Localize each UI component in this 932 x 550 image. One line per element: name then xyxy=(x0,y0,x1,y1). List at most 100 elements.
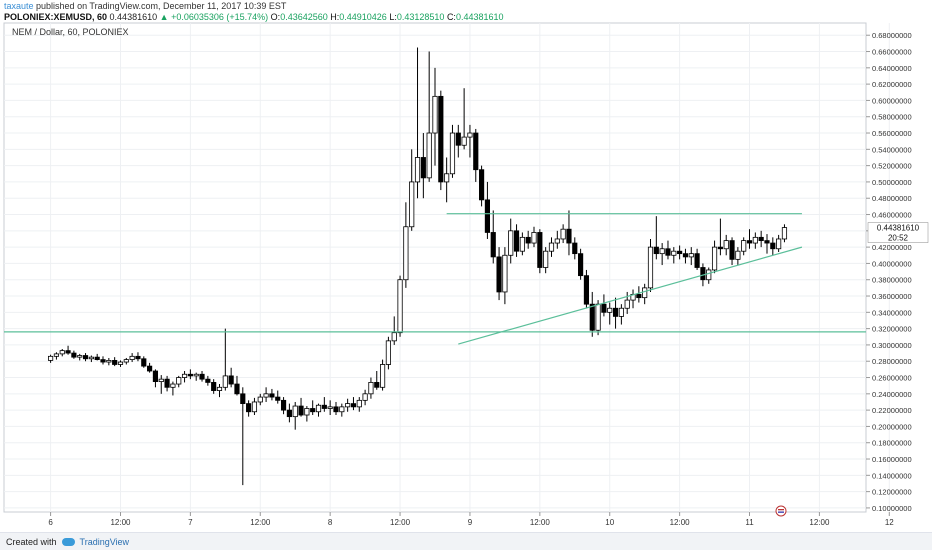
candle xyxy=(88,355,94,363)
candle-body xyxy=(112,360,118,365)
candle-body xyxy=(432,95,438,134)
candle-body xyxy=(694,253,700,268)
candle xyxy=(490,210,496,264)
candle-body xyxy=(601,303,607,313)
y-tick-label: 0.40000000 xyxy=(872,259,912,268)
tradingview-brand-link[interactable]: TradingView xyxy=(79,536,130,547)
y-tick-label: 0.62000000 xyxy=(872,80,912,89)
open-value: 0.43642560 xyxy=(280,12,328,22)
candle-body xyxy=(345,403,351,408)
change-value: +0.06035306 (+15.74%) xyxy=(171,12,269,22)
candle-body xyxy=(356,399,362,408)
author-link[interactable]: taxaute xyxy=(4,1,34,11)
candle-body xyxy=(286,409,292,418)
candle xyxy=(467,124,473,158)
candle xyxy=(496,247,502,301)
candle xyxy=(339,403,345,417)
candle xyxy=(65,345,71,355)
candle-body xyxy=(141,358,147,367)
candle xyxy=(240,387,246,486)
candle xyxy=(624,291,630,314)
candle-body xyxy=(519,236,525,252)
candle xyxy=(251,397,258,416)
candle xyxy=(280,397,287,415)
candle xyxy=(525,230,531,249)
candle-body xyxy=(211,382,217,391)
candle-body xyxy=(770,242,776,250)
flag-icon[interactable] xyxy=(775,505,787,517)
candle xyxy=(205,375,211,386)
y-tick-label: 0.52000000 xyxy=(872,162,912,171)
footer-bar: Created with TradingView xyxy=(0,532,932,550)
candle xyxy=(653,216,659,260)
last-price: 0.44381610 xyxy=(109,12,158,22)
candle-body xyxy=(123,359,129,363)
candle xyxy=(461,88,467,150)
candle xyxy=(327,400,333,416)
candle-body xyxy=(333,406,339,413)
candle-body xyxy=(711,246,718,271)
candle xyxy=(729,237,735,266)
candle-body xyxy=(554,238,560,244)
candle xyxy=(310,400,316,416)
candle-body xyxy=(193,373,199,377)
candle-body xyxy=(583,275,590,305)
candle-body xyxy=(385,340,391,365)
candle xyxy=(432,67,438,166)
y-tick-label: 0.42000000 xyxy=(872,243,912,252)
candle xyxy=(607,302,613,325)
candle-body xyxy=(578,253,584,277)
x-tick-label: 12:00 xyxy=(390,518,411,527)
candle-body xyxy=(77,355,83,358)
candle-body xyxy=(350,403,357,408)
candle-body xyxy=(677,250,683,255)
y-tick-label: 0.38000000 xyxy=(872,276,912,285)
candle xyxy=(333,401,339,416)
candle xyxy=(176,375,182,388)
candle xyxy=(746,229,753,249)
candle xyxy=(741,237,747,256)
candle xyxy=(48,354,54,363)
candle xyxy=(269,388,275,401)
candle xyxy=(583,269,590,309)
y-tick-label: 0.26000000 xyxy=(872,374,912,383)
candle-body xyxy=(706,269,712,281)
candle xyxy=(100,356,106,365)
y-axis: 0.68000000 0.66000000 0.64000000 0.62000000… xyxy=(866,31,912,513)
candle xyxy=(688,247,694,266)
candle-body xyxy=(444,173,450,183)
candle xyxy=(601,294,607,317)
y-tick-label: 0.66000000 xyxy=(872,48,912,57)
candle-body xyxy=(595,303,601,331)
candle-body xyxy=(275,396,281,401)
x-tick-label: 12:00 xyxy=(809,518,830,527)
candle-body xyxy=(758,236,764,242)
x-tick-label: 7 xyxy=(188,518,193,527)
candle-body xyxy=(135,355,141,360)
candle xyxy=(94,353,100,361)
y-tick-label: 0.48000000 xyxy=(872,194,912,203)
trend-lines[interactable] xyxy=(4,213,866,345)
candle xyxy=(234,375,240,396)
candle xyxy=(181,371,188,383)
candle xyxy=(694,248,700,270)
x-tick-label: 12:00 xyxy=(670,518,691,527)
candle xyxy=(106,357,112,366)
candle-body xyxy=(362,393,368,401)
candle-body xyxy=(228,375,234,385)
candle xyxy=(647,238,654,292)
candle xyxy=(275,390,281,404)
price-chart[interactable]: 0.68000000 0.66000000 0.64000000 0.62000000… xyxy=(0,22,932,532)
candle xyxy=(199,371,205,382)
candle-body xyxy=(729,240,735,260)
candle-body xyxy=(170,383,176,388)
candle xyxy=(764,234,770,254)
candle xyxy=(752,232,758,249)
candle-body xyxy=(449,132,456,175)
candle-body xyxy=(205,378,211,383)
x-tick-label: 12:00 xyxy=(530,518,551,527)
candle-body xyxy=(700,267,706,281)
open-label: O: xyxy=(270,12,281,22)
candle xyxy=(426,51,432,182)
candle xyxy=(420,133,426,199)
